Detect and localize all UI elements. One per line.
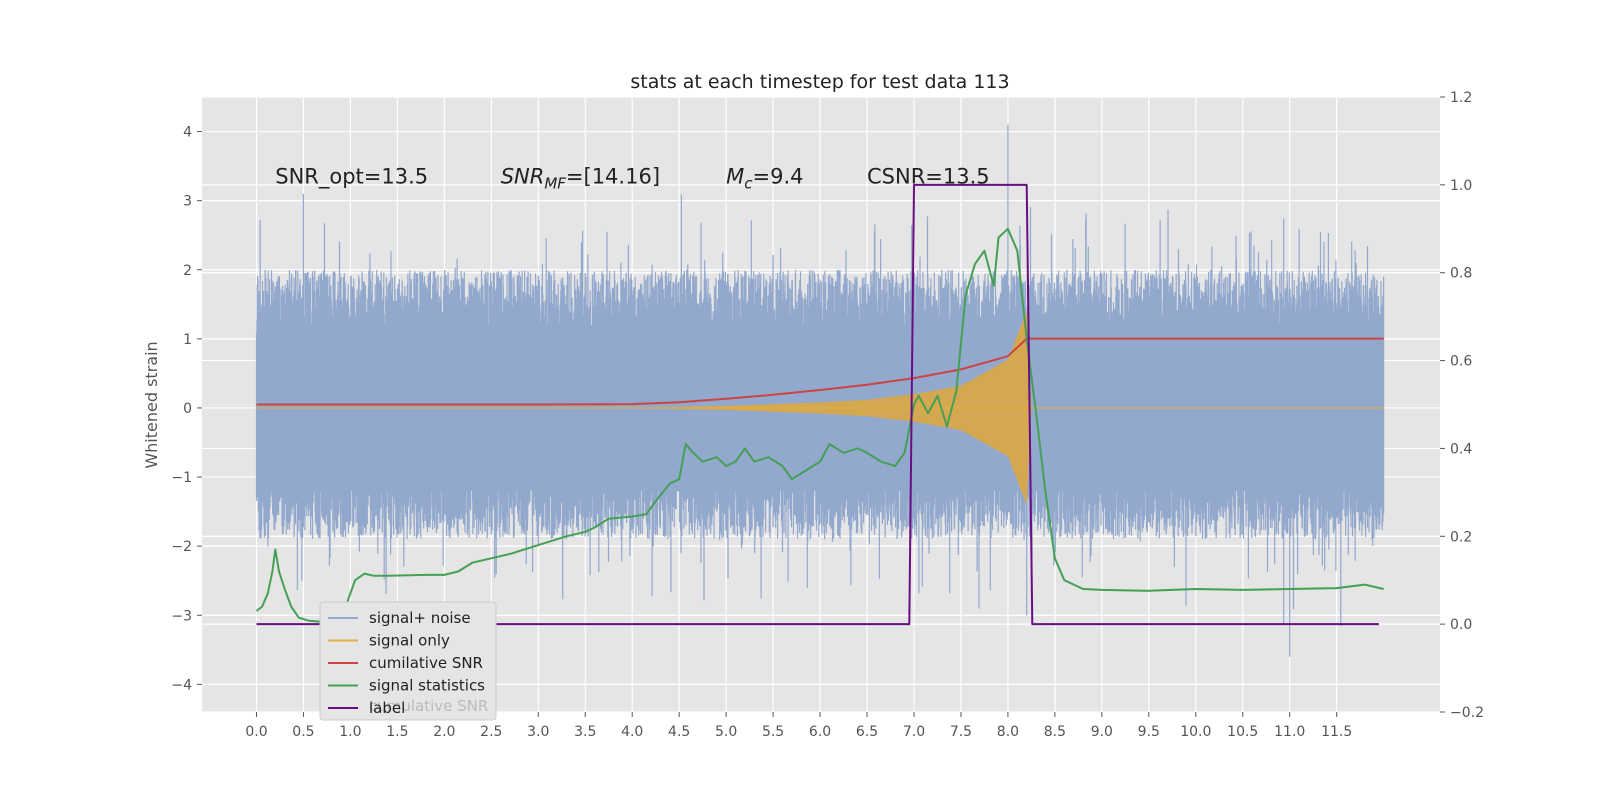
legend-label: signal statistics — [369, 677, 485, 695]
x-tick-label: 0.0 — [245, 724, 267, 740]
y-tick-label: 1 — [183, 332, 192, 348]
legend: cumulative SNR signal+ noise signal only c… — [319, 601, 497, 721]
x-tick-label: 3.0 — [527, 724, 549, 740]
axis-ticks: 0.0 0.5 1.0 1.5 2.0 2.5 3.0 3.5 4.0 4.5 5.0 5.5 6.0 6… — [171, 90, 1484, 740]
y-tick-label: −2 — [171, 539, 192, 555]
x-tick-label: 1.0 — [339, 724, 361, 740]
y-tick-label: 4 — [183, 125, 192, 141]
annotations: SNR_opt=13.5 SNRMF=[14.16] Mc=9.4 CSNR=13.5 — [275, 164, 989, 192]
y-tick-label: −3 — [171, 608, 192, 624]
x-tick-label: 2.0 — [433, 724, 455, 740]
signal-statistics-line — [255, 227, 1384, 623]
x-tick-label: 9.0 — [1091, 724, 1113, 740]
legend-label: signal+ noise — [369, 609, 471, 627]
y-tick-label: 0 — [183, 401, 192, 417]
annotation-symbol: M — [726, 164, 744, 188]
cumulative-snr-line — [256, 337, 1384, 406]
annotation-2: SNRMF=[14.16] — [501, 164, 660, 192]
y-tick-label: −1 — [171, 470, 192, 486]
x-tick-label: 2.5 — [480, 724, 502, 740]
chart-title: stats at each timestep for test data 113 — [630, 71, 1009, 93]
x-tick-label: 5.0 — [715, 724, 737, 740]
y2-tick-label: 0.6 — [1450, 354, 1472, 370]
legend-box — [319, 601, 497, 721]
x-tick-label: 1.5 — [386, 724, 408, 740]
x-tick-label: 6.0 — [809, 724, 831, 740]
x-tick-label: 8.5 — [1044, 724, 1066, 740]
y2-tick-label: 1.2 — [1450, 90, 1472, 106]
legend-label: label — [369, 699, 405, 717]
x-tick-label: 7.0 — [903, 724, 925, 740]
y2-tick-label: −0.2 — [1450, 705, 1484, 721]
legend-label: signal only — [369, 632, 450, 650]
x-tick-label: 4.0 — [621, 724, 643, 740]
y-axis-label: Whitened strain — [142, 341, 161, 468]
x-tick-label: 4.5 — [668, 724, 690, 740]
y-tick-label: 2 — [183, 263, 192, 279]
y2-tick-label: 0.0 — [1450, 617, 1472, 633]
legend-label: cumilative SNR — [369, 654, 483, 672]
y2-tick-label: 1.0 — [1450, 178, 1472, 194]
x-tick-label: 3.5 — [574, 724, 596, 740]
legend-hidden-text: cumulative SNR — [369, 697, 488, 715]
y-tick-label: −4 — [171, 677, 192, 693]
annotation-subscript: MF — [544, 174, 566, 192]
x-tick-label: 0.5 — [292, 724, 314, 740]
x-tick-label: 10.0 — [1180, 724, 1211, 740]
annotation-value: =9.4 — [753, 164, 804, 188]
annotation-4: CSNR=13.5 — [867, 164, 990, 188]
annotation-1: SNR_opt=13.5 — [275, 164, 428, 189]
annotation-symbol: SNR — [501, 164, 545, 188]
y2-tick-label: 0.2 — [1450, 529, 1472, 545]
signal-only-series — [256, 311, 1384, 505]
y-tick-label: 3 — [183, 194, 192, 210]
y2-tick-label: 0.8 — [1450, 266, 1472, 282]
x-tick-label: 6.5 — [856, 724, 878, 740]
annotation-value: =[14.16] — [566, 164, 660, 188]
x-tick-label: 7.5 — [950, 724, 972, 740]
y2-tick-label: 0.4 — [1450, 441, 1472, 457]
x-tick-label: 10.5 — [1227, 724, 1258, 740]
right-axis-series — [255, 183, 1384, 626]
x-tick-label: 5.5 — [762, 724, 784, 740]
x-tick-label: 11.5 — [1321, 724, 1352, 740]
annotation-3: Mc=9.4 — [726, 164, 803, 192]
label-line — [256, 183, 1379, 626]
x-tick-label: 9.5 — [1138, 724, 1160, 740]
x-tick-label: 8.0 — [997, 724, 1019, 740]
x-tick-label: 11.0 — [1274, 724, 1305, 740]
annotation-subscript: c — [744, 174, 753, 192]
